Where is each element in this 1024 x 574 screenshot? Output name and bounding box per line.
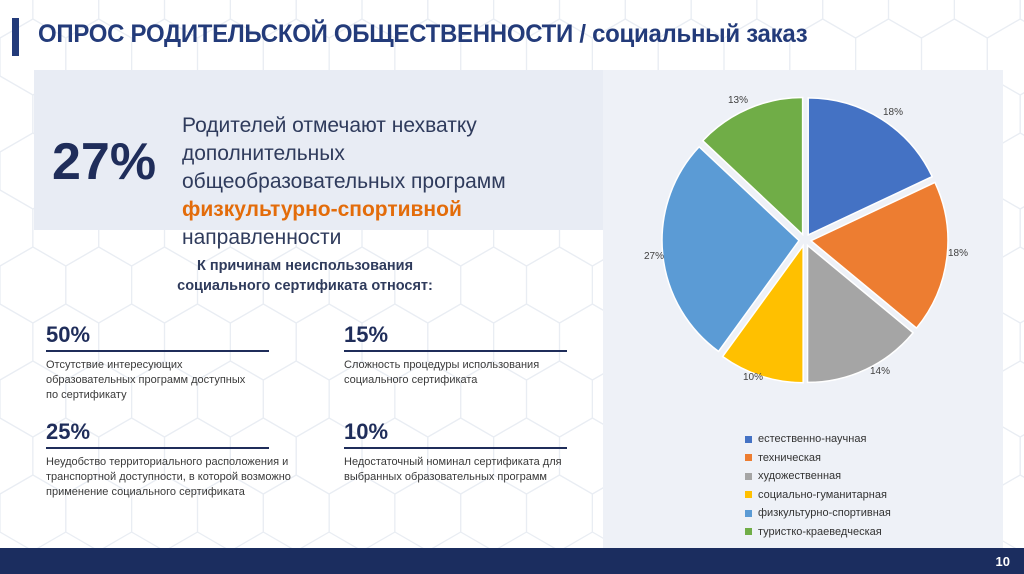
reason-percent: 25% bbox=[46, 419, 91, 444]
title-accent-bar bbox=[12, 18, 19, 56]
reason-description: Недостаточный номинал сертификата для вы… bbox=[344, 455, 567, 485]
hexagon-shape bbox=[822, 0, 890, 39]
reason-divider bbox=[344, 350, 567, 352]
legend-item: социально-гуманитарная bbox=[745, 486, 891, 505]
hexagon-shape bbox=[887, 0, 956, 39]
reason-desc-line: социального сертификата bbox=[344, 374, 478, 386]
reason-divider bbox=[344, 447, 567, 449]
reason-stat: 10% Недостаточный номинал сертификата дл… bbox=[344, 419, 567, 485]
legend-label: туристко-краеведческая bbox=[758, 525, 882, 538]
reason-divider bbox=[46, 350, 269, 352]
page-number: 10 bbox=[995, 554, 1010, 569]
reason-stat: 50% Отсутствие интересующих образователь… bbox=[46, 322, 269, 403]
reason-desc-line: Неудобство территориального расположения… bbox=[46, 456, 289, 468]
legend-swatch bbox=[745, 509, 752, 517]
reason-desc-line: Недостаточный номинал сертификата для bbox=[344, 456, 562, 468]
legend-swatch bbox=[745, 472, 752, 480]
legend-item: физкультурно-спортивная bbox=[745, 504, 891, 523]
hexagon-shape bbox=[1019, 92, 1024, 136]
highlight-line-3: физкультурно-спортивной направленности bbox=[182, 196, 622, 252]
hexagon-shape bbox=[328, 474, 396, 552]
hexagon-shape bbox=[460, 474, 528, 552]
legend-item: техническая bbox=[745, 449, 891, 468]
footer-bar: 10 bbox=[0, 548, 1024, 574]
reason-percent: 10% bbox=[344, 419, 389, 444]
hexagon-shape bbox=[460, 246, 528, 324]
hexagon-shape bbox=[953, 0, 1021, 39]
hexagon-shape bbox=[1019, 320, 1024, 364]
hexagon-shape bbox=[0, 246, 67, 324]
legend-label: естественно-научная bbox=[758, 433, 867, 446]
reason-stat: 25% Неудобство территориального располож… bbox=[46, 419, 291, 500]
legend-swatch bbox=[745, 528, 752, 536]
reason-desc-line: транспортной доступности, в которой возм… bbox=[46, 471, 291, 483]
highlight-accent: физкультурно-спортивной bbox=[182, 198, 462, 221]
reasons-heading-line-2: социального сертификата относят: bbox=[177, 278, 433, 294]
legend-label: социально-гуманитарная bbox=[758, 488, 887, 501]
reason-stat: 15% Сложность процедуры использования со… bbox=[344, 322, 567, 388]
hexagon-shape bbox=[1019, 206, 1024, 250]
hexagon-shape bbox=[525, 246, 594, 324]
hexagon-shape bbox=[525, 474, 594, 552]
legend-item: художественная bbox=[745, 467, 891, 486]
legend-swatch bbox=[745, 491, 752, 499]
reason-desc-line: по сертификату bbox=[46, 389, 127, 401]
reason-percent: 15% bbox=[344, 322, 389, 347]
hexagon-shape bbox=[394, 474, 462, 552]
reason-desc-line: Отсутствие интересующих bbox=[46, 359, 183, 371]
hexagon-shape bbox=[1019, 434, 1024, 478]
reason-desc-line: применение социального сертификата bbox=[46, 486, 245, 498]
reason-percent: 50% bbox=[46, 322, 91, 347]
highlight-text: Родителей отмечают нехватку дополнительн… bbox=[182, 112, 622, 252]
legend-swatch bbox=[745, 435, 752, 443]
chart-legend: естественно-научная техническая художестве… bbox=[745, 430, 891, 541]
legend-item: естественно-научная bbox=[745, 430, 891, 449]
reason-description: Неудобство территориального расположения… bbox=[46, 455, 291, 500]
highlight-line-2: общеобразовательных программ bbox=[182, 170, 506, 193]
reasons-heading: К причинам неиспользования социального с… bbox=[150, 256, 460, 296]
highlight-percent: 27% bbox=[52, 133, 157, 191]
reason-description: Сложность процедуры использования социал… bbox=[344, 358, 567, 388]
hexagon-shape bbox=[0, 303, 34, 381]
legend-item: туристко-краеведческая bbox=[745, 523, 891, 542]
legend-label: художественная bbox=[758, 470, 842, 483]
reason-desc-line: Сложность процедуры использования bbox=[344, 359, 540, 371]
legend-label: физкультурно-спортивная bbox=[758, 507, 891, 520]
hexagon-shape bbox=[0, 417, 34, 495]
highlight-box bbox=[34, 70, 624, 230]
hexagon-shape bbox=[0, 75, 34, 153]
hexagon-shape bbox=[65, 246, 133, 324]
legend-label: техническая bbox=[758, 451, 821, 464]
reason-desc-line: выбранных образовательных программ bbox=[344, 471, 547, 483]
reason-description: Отсутствие интересующих образовательных … bbox=[46, 358, 269, 403]
highlight-line-3-rest: направленности bbox=[182, 226, 342, 249]
page-title: ОПРОС РОДИТЕЛЬСКОЙ ОБЩЕСТВЕННОСТИ / соци… bbox=[38, 20, 808, 48]
reasons-heading-line-1: К причинам неиспользования bbox=[196, 258, 414, 274]
hexagon-shape bbox=[0, 189, 34, 267]
reason-desc-line: образовательных программ доступных bbox=[46, 374, 246, 386]
legend-swatch bbox=[745, 454, 752, 462]
highlight-line-1: Родителей отмечают нехватку дополнительн… bbox=[182, 114, 477, 165]
reason-divider bbox=[46, 447, 269, 449]
